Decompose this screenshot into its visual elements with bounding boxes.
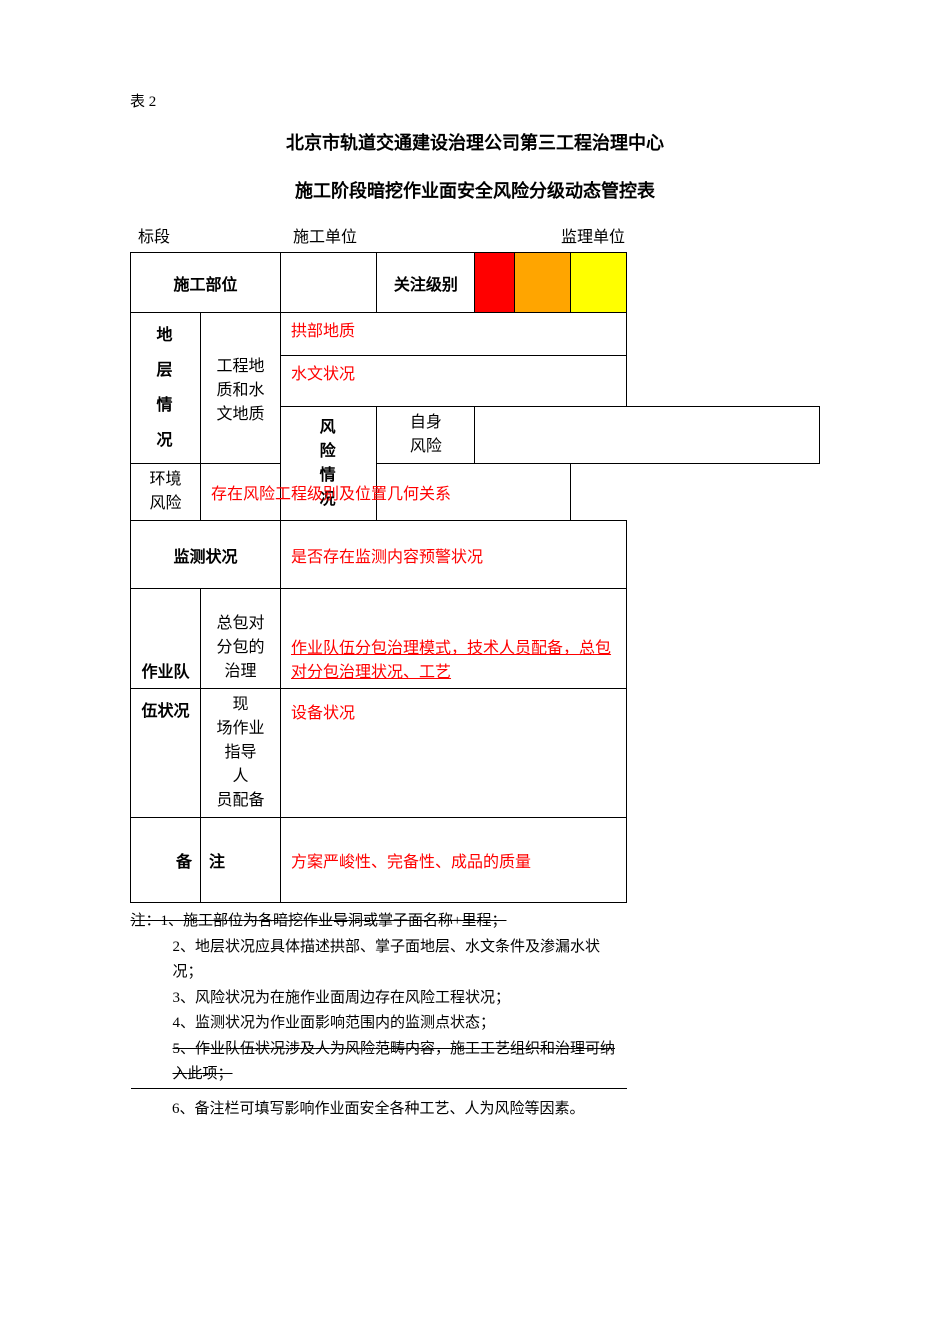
note-value: 方案严峻性、完备性、成品的质量 [281,818,627,903]
attention-level-header: 关注级别 [377,253,475,313]
risk-self-value [475,407,820,464]
risk-self-label: 自身风险 [377,407,475,464]
geo-r2-text: 水文状况 [291,360,355,384]
geo-group-label: 地层情况 [131,313,201,464]
risk-env-value: 存在风险工程级别及位置几何关系 [201,464,571,521]
work-value-1: 作业队伍分包治理模式，技术人员配备，总包对分包治理状况、工艺 [281,589,627,689]
work-sub2-label: 现场作业指导人员配备 [201,689,281,818]
note-label-b: 注 [201,818,281,903]
risk-env-text: 存在风险工程级别及位置几何关系 [211,486,451,503]
geo-content-cell: 拱部地质 水文状况 [281,313,627,407]
footer-notes-cell: 注：1、施工部位为各暗挖作业导洞或掌子面名称+里程； 2、地层状况应具体描述拱部… [131,903,627,1089]
meta-unit-label: 施工单位 [293,223,561,247]
meta-segment-label: 标段 [138,223,293,247]
title-sub: 施工阶段暗挖作业面安全风险分级动态管控表 [130,177,820,203]
footer-notes-row: 注：1、施工部位为各暗挖作业导洞或掌子面名称+里程； 2、地层状况应具体描述拱部… [131,903,820,1089]
footnote-2: 2、地层状况应具体描述拱部、掌子面地层、水文条件及渗漏水状况； [131,935,627,986]
construct-part-value [281,253,377,313]
level-yellow-cell [571,253,627,313]
footnote-4: 4、监测状况为作业面影响范围内的监测点状态； [131,1011,627,1037]
geo-row-1: 地层情况 工程地质和水文地质 拱部地质 水文状况 [131,313,820,407]
footnote-1: 注：1、施工部位为各暗挖作业导洞或掌子面名称+里程； [131,909,627,935]
work-text-1: 作业队伍分包治理模式，技术人员配备，总包对分包治理状况、工艺 [291,640,611,681]
level-red-cell [475,253,515,313]
footnote-3: 3、风险状况为在施作业面周边存在风险工程状况； [131,986,627,1012]
work-text-2: 设备状况 [291,705,355,722]
monitor-label: 监测状况 [131,521,281,589]
note-label-a: 备 [131,818,201,903]
risk-row-env: 环境风险 存在风险工程级别及位置几何关系 [131,464,820,521]
note-text: 方案严峻性、完备性、成品的质量 [291,854,531,871]
geo-sub-label: 工程地质和水文地质 [201,313,281,464]
monitor-text: 是否存在监测内容预警状况 [291,549,483,566]
note-row: 备 注 方案严峻性、完备性、成品的质量 [131,818,820,903]
work-value-2: 设备状况 [281,689,627,818]
geo-r1-text: 拱部地质 [291,317,355,341]
work-row-1: 作业队 总包对分包的治理 作业队伍分包治理模式，技术人员配备，总包对分包治理状况… [131,589,820,689]
work-group-label-a: 作业队 [131,589,201,689]
work-sub1-label: 总包对分包的治理 [201,589,281,689]
meta-row: 标段 施工单位 监理单位 [130,223,820,247]
construct-part-header: 施工部位 [131,253,281,313]
work-row-2: 伍状况 现场作业指导人员配备 设备状况 [131,689,820,818]
title-main: 北京市轨道交通建设治理公司第三工程治理中心 [130,129,820,155]
monitor-row: 监测状况 是否存在监测内容预警状况 [131,521,820,589]
meta-supervisor-label: 监理单位 [561,223,625,247]
footnote-5: 5、作业队伍状况涉及人为风险范畴内容，施工工艺组织和治理可纳入此项； [131,1037,627,1088]
work-group-label-b: 伍状况 [131,689,201,818]
risk-env-label: 环境风险 [131,464,201,521]
main-table: 施工部位 关注级别 地层情况 工程地质和水文地质 拱部地质 水文状况 风险情况 … [130,252,820,1089]
level-orange-cell [515,253,571,313]
table-label: 表 2 [130,90,820,111]
footnote-6: 6、备注栏可填写影响作业面安全各种工艺、人为风险等因素。 [130,1097,820,1123]
monitor-value: 是否存在监测内容预警状况 [281,521,627,589]
header-row: 施工部位 关注级别 [131,253,820,313]
